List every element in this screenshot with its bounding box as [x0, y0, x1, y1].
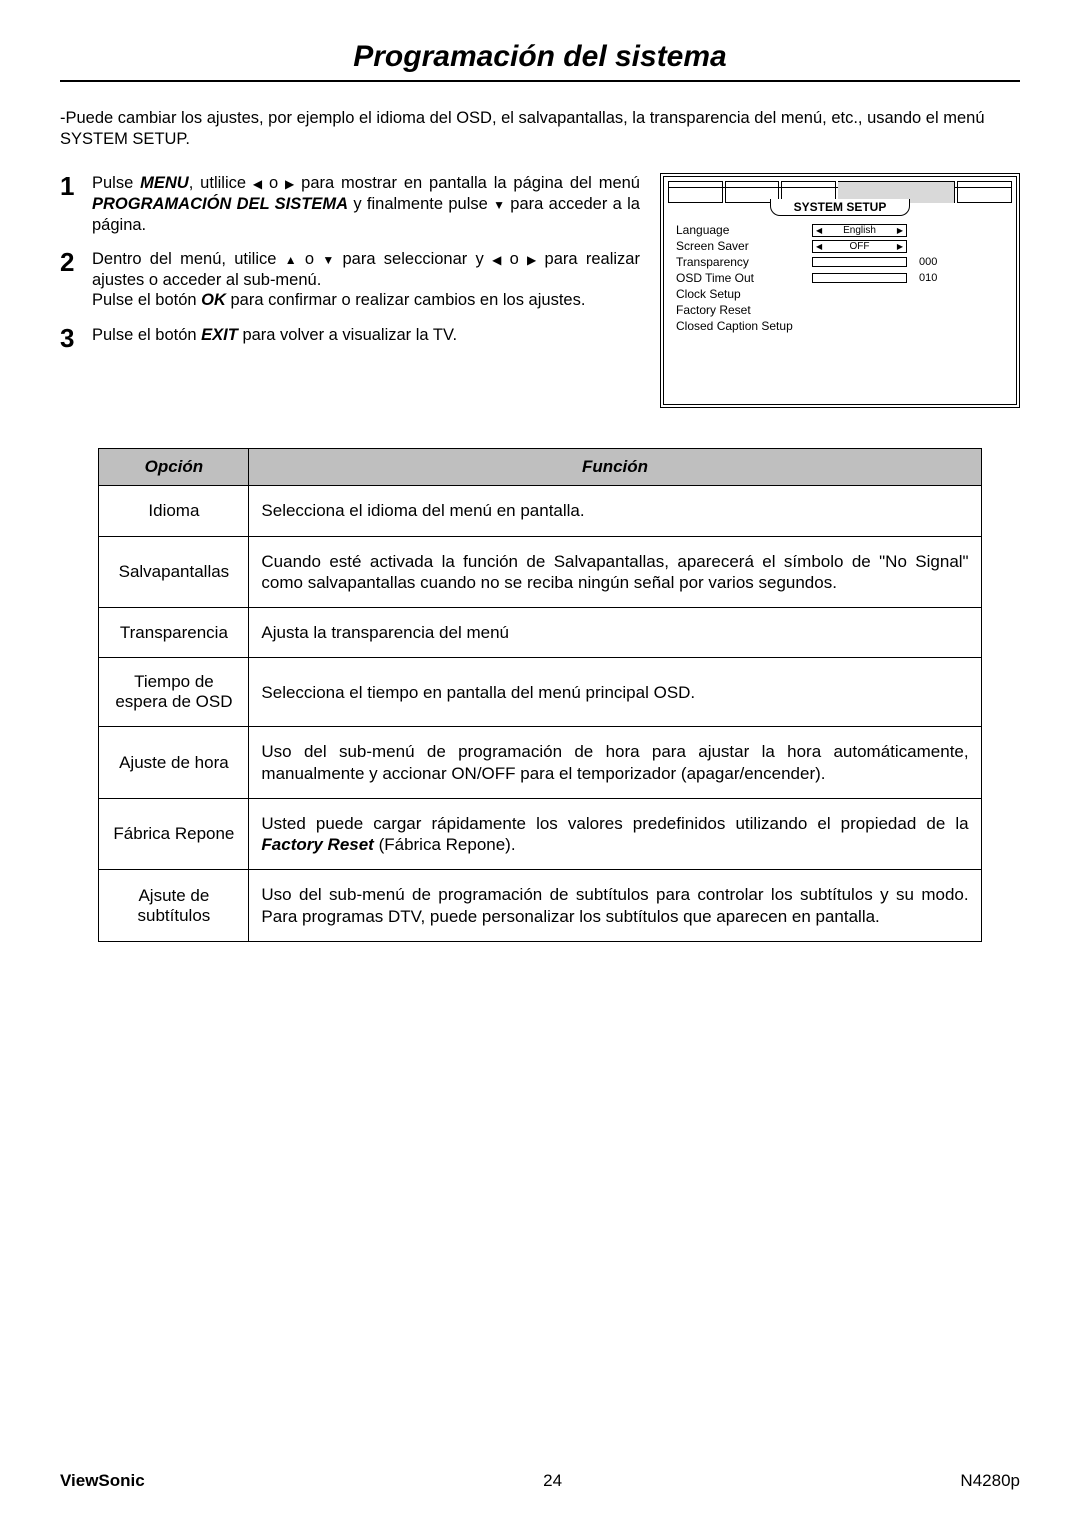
intro-text: -Puede cambiar los ajustes, por ejemplo …	[60, 108, 1020, 149]
step-text: Pulse el botón EXIT para volver a visual…	[92, 325, 640, 351]
right-arrow-icon: ▶	[527, 254, 536, 266]
opt-name: Fábrica Repone	[99, 798, 249, 870]
table-header-opcion: Opción	[99, 449, 249, 486]
footer-brand: ViewSonic	[60, 1471, 145, 1491]
step-text: Dentro del menú, utilice ▲ o ▼ para sele…	[92, 249, 640, 311]
osd-row-osdtimeout: OSD Time Out 010	[668, 270, 1012, 286]
opt-desc: Selecciona el tiempo en pantalla del men…	[249, 658, 981, 727]
osd-num: 010	[919, 272, 937, 284]
osd-label: OSD Time Out	[676, 271, 806, 285]
osd-label: Closed Caption Setup	[676, 319, 1004, 333]
left-arrow-icon: ◀	[253, 178, 262, 190]
osd-slider	[812, 257, 907, 267]
down-arrow-icon: ▼	[493, 199, 505, 211]
table-row: Transparencia Ajusta la transparencia de…	[99, 608, 981, 658]
osd-value-select: ◀ English ▶	[812, 224, 907, 237]
table-row: Ajsute de subtítulos Uso del sub-menú de…	[99, 870, 981, 942]
osd-row-language: Language ◀ English ▶	[668, 222, 1012, 238]
osd-row-screensaver: Screen Saver ◀ OFF ▶	[668, 238, 1012, 254]
step-number: 1	[60, 173, 82, 235]
osd-label: Factory Reset	[676, 303, 806, 317]
opt-desc: Uso del sub-menú de programación de subt…	[249, 870, 981, 942]
opt-desc: Ajusta la transparencia del menú	[249, 608, 981, 658]
step-2: 2 Dentro del menú, utilice ▲ o ▼ para se…	[60, 249, 640, 311]
osd-label: Transparency	[676, 255, 806, 269]
steps-list: 1 Pulse MENU, utlilice ◀ o ▶ para mostra…	[60, 173, 640, 408]
step-1: 1 Pulse MENU, utlilice ◀ o ▶ para mostra…	[60, 173, 640, 235]
table-row: Ajuste de hora Uso del sub-menú de progr…	[99, 727, 981, 799]
opt-desc: Selecciona el idioma del menú en pantall…	[249, 486, 981, 536]
table-row: Idioma Selecciona el idioma del menú en …	[99, 486, 981, 536]
table-row: Fábrica Repone Usted puede cargar rápida…	[99, 798, 981, 870]
opt-desc: Cuando esté activada la función de Salva…	[249, 536, 981, 608]
opt-name: Tiempo de espera de OSD	[99, 658, 249, 727]
options-table: Opción Función Idioma Selecciona el idio…	[98, 448, 981, 942]
left-arrow-icon: ◀	[492, 254, 501, 266]
step-number: 2	[60, 249, 82, 311]
page-footer: ViewSonic 24 N4280p	[60, 1471, 1020, 1491]
step-text: Pulse MENU, utlilice ◀ o ▶ para mostrar …	[92, 173, 640, 235]
osd-row-clock: Clock Setup	[668, 286, 1012, 302]
osd-row-transparency: Transparency 000	[668, 254, 1012, 270]
opt-name: Idioma	[99, 486, 249, 536]
osd-label: Clock Setup	[676, 287, 806, 301]
opt-desc: Uso del sub-menú de programación de hora…	[249, 727, 981, 799]
table-row: Salvapantallas Cuando esté activada la f…	[99, 536, 981, 608]
footer-page: 24	[543, 1471, 562, 1491]
opt-name: Transparencia	[99, 608, 249, 658]
table-header-funcion: Función	[249, 449, 981, 486]
opt-name: Salvapantallas	[99, 536, 249, 608]
step-3: 3 Pulse el botón EXIT para volver a visu…	[60, 325, 640, 351]
osd-tab	[668, 181, 723, 203]
table-row: Tiempo de espera de OSD Selecciona el ti…	[99, 658, 981, 727]
opt-name: Ajsute de subtítulos	[99, 870, 249, 942]
right-arrow-icon: ▶	[897, 226, 903, 235]
right-arrow-icon: ▶	[897, 242, 903, 251]
osd-label: Screen Saver	[676, 239, 806, 253]
page-title: Programación del sistema	[60, 40, 1020, 82]
osd-value-select: ◀ OFF ▶	[812, 240, 907, 253]
osd-label: Language	[676, 223, 806, 237]
right-arrow-icon: ▶	[285, 178, 294, 190]
down-arrow-icon: ▼	[322, 254, 334, 266]
opt-desc: Usted puede cargar rápidamente los valor…	[249, 798, 981, 870]
osd-tab	[957, 181, 1012, 203]
osd-row-cc: Closed Caption Setup	[668, 318, 1012, 334]
step-number: 3	[60, 325, 82, 351]
up-arrow-icon: ▲	[285, 254, 297, 266]
osd-header: SYSTEM SETUP	[770, 199, 910, 216]
osd-screenshot: SYSTEM SETUP Language ◀ English ▶ Screen…	[660, 173, 1020, 408]
footer-model: N4280p	[960, 1471, 1020, 1491]
osd-row-factory: Factory Reset	[668, 302, 1012, 318]
osd-slider	[812, 273, 907, 283]
osd-num: 000	[919, 256, 937, 268]
opt-name: Ajuste de hora	[99, 727, 249, 799]
